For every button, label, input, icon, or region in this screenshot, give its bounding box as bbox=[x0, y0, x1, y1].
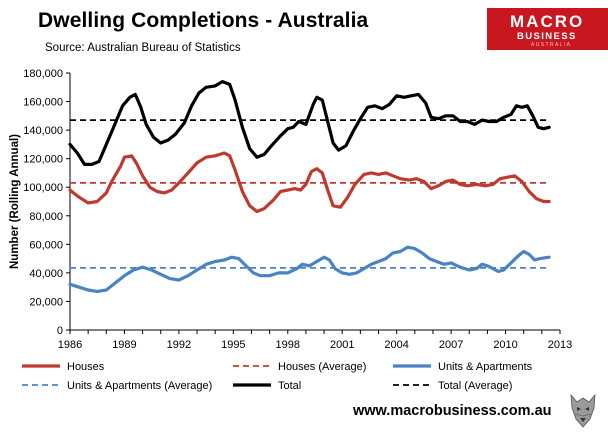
x-tick-label: 1989 bbox=[112, 339, 136, 351]
y-tick-label: 180,000 bbox=[23, 68, 63, 80]
series-line-houses bbox=[68, 151, 551, 214]
legend-label-units-apartments: Units & Apartments bbox=[438, 361, 533, 373]
y-tick-label: 40,000 bbox=[29, 268, 63, 280]
x-tick-label: 1992 bbox=[167, 339, 191, 351]
y-tick-label: 0 bbox=[57, 325, 63, 337]
x-tick-label: 1995 bbox=[221, 339, 245, 351]
series-line-total bbox=[68, 79, 551, 166]
website-url[interactable]: www.macrobusiness.com.au bbox=[353, 403, 552, 419]
legend-label-units-apartments-average: Units & Apartments (Average) bbox=[67, 380, 212, 392]
chart-source: Source: Australian Bureau of Statistics bbox=[45, 42, 241, 54]
legend-label-total-average: Total (Average) bbox=[438, 380, 512, 392]
series-line-units-apartments bbox=[68, 245, 551, 293]
x-tick-label: 2010 bbox=[493, 339, 517, 351]
y-tick-label: 80,000 bbox=[29, 211, 63, 223]
wolf-head-icon bbox=[570, 393, 596, 428]
logo-line-3: AUSTRALIA bbox=[531, 42, 572, 48]
y-tick-label: 160,000 bbox=[23, 97, 63, 109]
chart-title: Dwelling Completions - Australia bbox=[38, 9, 369, 32]
y-tick-label: 120,000 bbox=[23, 154, 63, 166]
y-tick-label: 100,000 bbox=[23, 182, 63, 194]
legend-label-houses-average: Houses (Average) bbox=[278, 361, 366, 373]
x-tick-label: 2001 bbox=[330, 339, 354, 351]
x-tick-label: 2013 bbox=[548, 339, 572, 351]
x-tick-label: 1998 bbox=[276, 339, 300, 351]
x-tick-label: 2007 bbox=[439, 339, 463, 351]
y-tick-label: 60,000 bbox=[29, 239, 63, 251]
logo-line-1: MACRO bbox=[510, 12, 585, 31]
y-tick-label: 20,000 bbox=[29, 296, 63, 308]
macro-business-logo[interactable]: MACRO BUSINESS AUSTRALIA bbox=[487, 8, 608, 50]
legend-label-total: Total bbox=[278, 380, 301, 392]
x-tick-label: 2004 bbox=[384, 339, 408, 351]
x-tick-label: 1986 bbox=[58, 339, 82, 351]
y-tick-label: 140,000 bbox=[23, 125, 63, 137]
legend-label-houses: Houses bbox=[67, 361, 105, 373]
logo-line-2: BUSINESS bbox=[517, 31, 577, 42]
y-axis-label: Number (Rolling Annual) bbox=[9, 134, 21, 269]
